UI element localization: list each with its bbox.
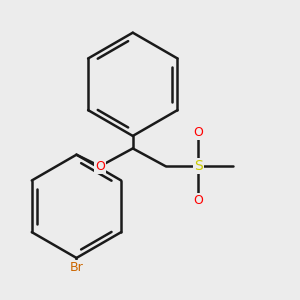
Text: O: O xyxy=(95,160,105,173)
Text: S: S xyxy=(194,159,203,173)
Text: Br: Br xyxy=(70,261,83,274)
Text: O: O xyxy=(194,194,203,207)
Text: O: O xyxy=(194,126,203,139)
